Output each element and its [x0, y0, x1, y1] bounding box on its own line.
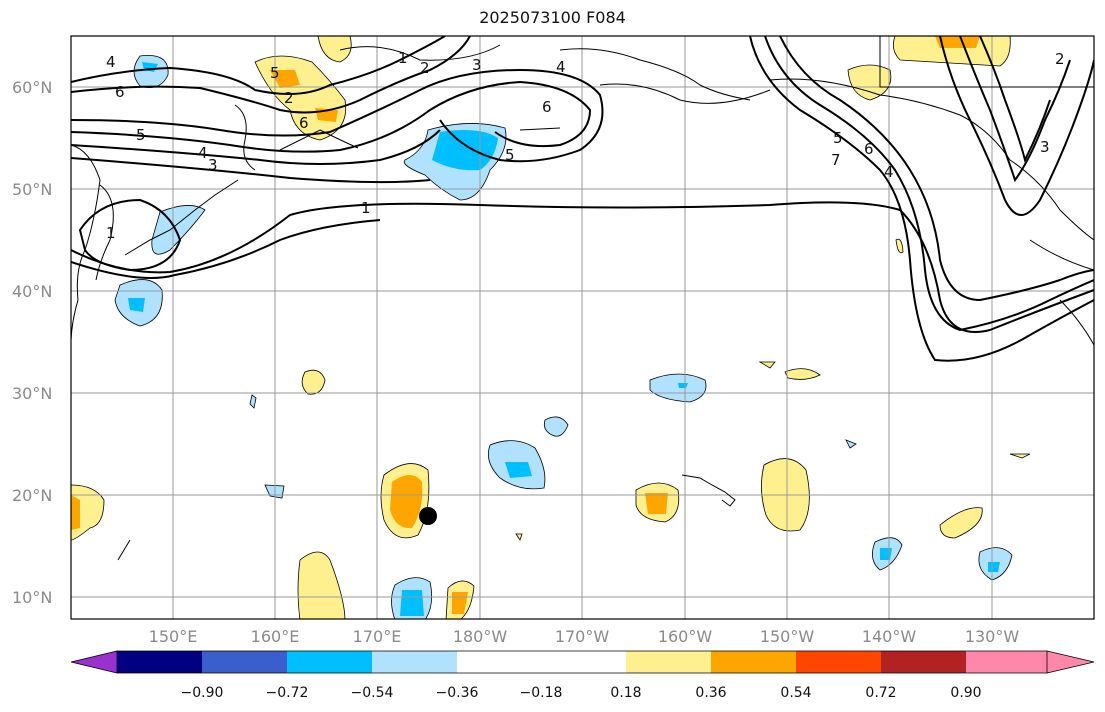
contour-label: 6 [115, 83, 125, 101]
colorbar-segment [626, 651, 711, 673]
lon-label: 160°W [658, 627, 713, 646]
positive-anomaly-areas [71, 36, 1031, 619]
contour-label: 5 [270, 64, 280, 82]
longitude-labels: 150°E 160°E 170°E 180°W 170°W 160°W 150°… [149, 627, 1020, 646]
colorbar-segment [372, 651, 457, 673]
contour-label-group: 1 2 3 4 5 6 2 3 4 5 6 7 1 4 6 5 4 3 5 6 … [106, 49, 1065, 242]
colorbar-tick-labels: −0.90 −0.72 −0.54 −0.36 −0.18 0.18 0.36 … [181, 685, 982, 701]
colorbar-tick-label: 0.90 [950, 685, 981, 701]
contour-label: 6 [299, 114, 309, 132]
contour-label: 4 [884, 163, 894, 181]
colorbar-tick-label: 0.18 [610, 685, 641, 701]
contour-label: 5 [833, 129, 843, 147]
colorbar-segment [966, 651, 1047, 673]
colorbar-segment [117, 651, 202, 673]
map-frame [70, 35, 1095, 620]
contour-label: 6 [864, 140, 874, 158]
colorbar-tick-label: −0.90 [181, 685, 224, 701]
colorbar-tick-label: 0.36 [695, 685, 726, 701]
colorbar-extend-low [70, 650, 118, 674]
contour-label: 2 [1055, 50, 1065, 68]
colorbar [70, 650, 1095, 674]
lat-label: 20°N [12, 486, 52, 505]
colorbar-tick-label: −0.72 [266, 685, 309, 701]
height-contours [71, 36, 1094, 362]
colorbar-segment [881, 651, 966, 673]
lon-label: 170°E [353, 627, 402, 646]
contour-label: 2 [420, 59, 430, 77]
colorbar-segment [711, 651, 796, 673]
colorbar-segment [202, 651, 287, 673]
colorbar-tick-label: −0.18 [520, 685, 563, 701]
contour-label: 2 [284, 89, 294, 107]
contour-label: 3 [472, 56, 482, 74]
contour-label: 4 [198, 144, 208, 162]
lon-label: 140°W [862, 627, 917, 646]
negative-anomaly-areas [114, 55, 1013, 619]
contour-label: 6 [542, 98, 552, 116]
graticule [71, 36, 1094, 619]
colorbar-segment [287, 651, 372, 673]
contour-label: 4 [106, 53, 116, 71]
lon-label: 130°W [965, 627, 1020, 646]
lat-label: 50°N [12, 180, 52, 199]
contour-label: 3 [1040, 138, 1050, 156]
colorbar-segment [457, 651, 626, 673]
colorbar-segment [796, 651, 881, 673]
contour-label: 5 [136, 126, 146, 144]
contour-label: 1 [398, 49, 408, 67]
lon-label: 150°E [149, 627, 198, 646]
colorbar-tick-label: 0.54 [780, 685, 811, 701]
contour-label: 1 [361, 199, 371, 217]
lat-label: 40°N [12, 282, 52, 301]
lat-label: 10°N [12, 588, 52, 607]
lat-label: 30°N [12, 384, 52, 403]
colorbar-tick-label: −0.54 [351, 685, 394, 701]
map-panel: 1 2 3 4 5 6 2 3 4 5 6 7 1 4 6 5 4 3 5 6 … [71, 36, 1094, 619]
contour-label: 7 [831, 151, 841, 169]
contour-label: 5 [505, 146, 515, 164]
lon-label: 150°W [760, 627, 815, 646]
lon-label: 170°W [555, 627, 610, 646]
colorbar-extend-high [1046, 650, 1095, 674]
lat-label: 60°N [12, 78, 52, 97]
feature-marker-dot [419, 507, 437, 525]
colorbar-tick-label: −0.36 [436, 685, 479, 701]
lon-label: 180°W [453, 627, 508, 646]
colorbar-tick-label: 0.72 [865, 685, 896, 701]
contour-label: 3 [208, 156, 218, 174]
lon-label: 160°E [251, 627, 300, 646]
contour-label: 1 [106, 224, 116, 242]
contour-label: 4 [556, 58, 566, 76]
map-title: 2025073100 F084 [479, 8, 626, 27]
latitude-labels: 60°N 50°N 40°N 30°N 20°N 10°N [12, 78, 52, 607]
